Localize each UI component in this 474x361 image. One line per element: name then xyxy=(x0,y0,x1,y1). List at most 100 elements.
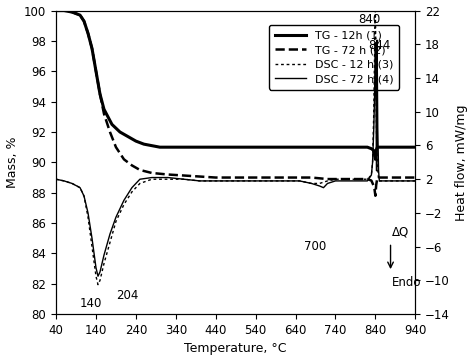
Text: 840: 840 xyxy=(359,13,381,26)
DSC - 72 h (4) xyxy=(369,173,374,177)
DSC - 12 h (3) xyxy=(81,194,87,198)
DSC - 12 h (3) xyxy=(412,179,418,183)
TG - 72 h (2) xyxy=(374,183,379,187)
DSC - 72 h (4) xyxy=(356,179,362,183)
DSC - 12 h (3) xyxy=(369,173,374,177)
Text: 700: 700 xyxy=(303,240,326,253)
TG - 12h (1) xyxy=(53,8,59,13)
TG - 72 h (2) xyxy=(372,187,377,192)
TG - 12h (1) xyxy=(149,143,155,148)
TG - 72 h (2) xyxy=(396,175,402,180)
TG - 72 h (2) xyxy=(97,92,103,96)
TG - 72 h (2) xyxy=(261,175,266,180)
TG - 12h (1) xyxy=(371,148,376,152)
Line: TG - 12h (1): TG - 12h (1) xyxy=(56,10,415,159)
TG - 72 h (2) xyxy=(374,175,380,180)
TG - 12h (1) xyxy=(381,145,386,149)
TG - 12h (1) xyxy=(389,145,394,149)
Line: DSC - 12 h (3): DSC - 12 h (3) xyxy=(56,10,415,285)
TG - 72 h (2) xyxy=(189,174,195,178)
TG - 12h (1) xyxy=(89,46,95,51)
DSC - 12 h (3) xyxy=(61,179,67,183)
TG - 12h (1) xyxy=(374,148,379,152)
DSC - 12 h (3) xyxy=(95,283,101,287)
Legend: TG - 12h (1), TG - 72 h (2), DSC - 12 h (3), DSC - 72 h (4): TG - 12h (1), TG - 72 h (2), DSC - 12 h … xyxy=(269,25,399,90)
TG - 12h (1) xyxy=(173,145,179,149)
TG - 12h (1) xyxy=(374,145,380,149)
TG - 12h (1) xyxy=(61,8,67,13)
TG - 12h (1) xyxy=(361,145,366,149)
TG - 72 h (2) xyxy=(412,175,418,180)
DSC - 12 h (3) xyxy=(97,278,103,283)
DSC - 12 h (3) xyxy=(297,179,302,183)
TG - 72 h (2) xyxy=(93,69,99,73)
Text: ΔQ: ΔQ xyxy=(392,225,409,238)
TG - 12h (1) xyxy=(85,31,91,35)
TG - 72 h (2) xyxy=(361,177,366,181)
TG - 12h (1) xyxy=(189,145,195,149)
TG - 72 h (2) xyxy=(85,31,91,35)
TG - 72 h (2) xyxy=(389,175,394,180)
DSC - 12 h (3) xyxy=(333,177,338,181)
DSC - 12 h (3) xyxy=(389,179,394,183)
TG - 12h (1) xyxy=(309,145,314,149)
TG - 12h (1) xyxy=(372,153,377,157)
TG - 72 h (2) xyxy=(137,168,143,172)
DSC - 12 h (3) xyxy=(129,190,135,194)
DSC - 12 h (3) xyxy=(374,164,380,169)
TG - 72 h (2) xyxy=(149,171,155,175)
TG - 72 h (2) xyxy=(113,145,119,149)
TG - 72 h (2) xyxy=(325,177,330,181)
DSC - 12 h (3) xyxy=(348,177,354,181)
TG - 72 h (2) xyxy=(81,19,87,23)
DSC - 12 h (3) xyxy=(237,179,243,183)
TG - 12h (1) xyxy=(101,107,107,112)
DSC - 12 h (3) xyxy=(101,261,107,266)
DSC - 12 h (3) xyxy=(371,110,377,114)
TG - 12h (1) xyxy=(373,157,378,161)
DSC - 12 h (3) xyxy=(365,177,370,181)
Text: 204: 204 xyxy=(116,289,138,302)
Line: TG - 72 h (2): TG - 72 h (2) xyxy=(56,10,415,196)
DSC - 12 h (3) xyxy=(309,181,314,186)
DSC - 12 h (3) xyxy=(217,179,223,183)
TG - 12h (1) xyxy=(237,145,243,149)
DSC - 72 h (4) xyxy=(309,181,314,186)
TG - 12h (1) xyxy=(69,10,75,14)
DSC - 12 h (3) xyxy=(89,244,95,249)
TG - 12h (1) xyxy=(333,145,338,149)
DSC - 72 h (4) xyxy=(374,38,380,42)
TG - 72 h (2) xyxy=(107,130,113,134)
Text: 140: 140 xyxy=(80,297,102,310)
DSC - 12 h (3) xyxy=(257,179,263,183)
X-axis label: Temperature, °C: Temperature, °C xyxy=(184,343,287,356)
DSC - 12 h (3) xyxy=(372,17,378,21)
TG - 12h (1) xyxy=(396,145,402,149)
TG - 12h (1) xyxy=(81,19,87,23)
DSC - 12 h (3) xyxy=(396,179,402,183)
DSC - 12 h (3) xyxy=(373,42,379,47)
DSC - 12 h (3) xyxy=(381,179,386,183)
DSC - 12 h (3) xyxy=(374,135,379,139)
TG - 72 h (2) xyxy=(213,175,219,180)
DSC - 12 h (3) xyxy=(376,179,382,183)
DSC - 12 h (3) xyxy=(374,93,379,97)
TG - 12h (1) xyxy=(348,145,354,149)
TG - 12h (1) xyxy=(365,145,370,149)
TG - 12h (1) xyxy=(376,145,382,149)
TG - 72 h (2) xyxy=(376,175,382,180)
TG - 12h (1) xyxy=(285,145,291,149)
TG - 12h (1) xyxy=(213,145,219,149)
TG - 72 h (2) xyxy=(129,163,135,168)
DSC - 12 h (3) xyxy=(181,177,187,181)
DSC - 12 h (3) xyxy=(356,177,362,181)
TG - 72 h (2) xyxy=(369,178,374,183)
TG - 72 h (2) xyxy=(285,175,291,180)
TG - 72 h (2) xyxy=(77,13,83,17)
TG - 72 h (2) xyxy=(309,175,314,180)
TG - 12h (1) xyxy=(412,145,418,149)
TG - 12h (1) xyxy=(369,147,374,151)
DSC - 12 h (3) xyxy=(373,8,378,13)
DSC - 72 h (4) xyxy=(95,274,101,278)
Y-axis label: Heat flow, mW/mg: Heat flow, mW/mg xyxy=(456,104,468,221)
